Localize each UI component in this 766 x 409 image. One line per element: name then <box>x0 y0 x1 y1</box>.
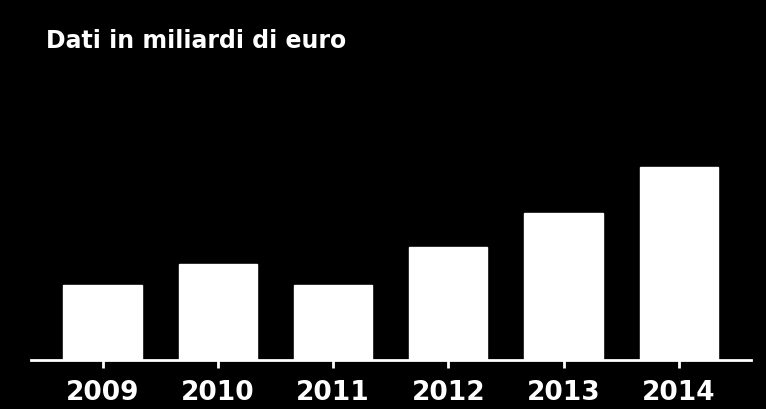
Bar <box>294 286 372 409</box>
Text: Dati in miliardi di euro: Dati in miliardi di euro <box>46 29 346 53</box>
Text: 936: 936 <box>535 218 593 246</box>
Bar <box>409 247 487 409</box>
Text: 882: 882 <box>188 269 247 297</box>
Text: 900: 900 <box>419 252 477 280</box>
Bar <box>178 264 257 409</box>
Text: 985: 985 <box>650 172 708 200</box>
Bar <box>640 167 718 409</box>
Text: 859: 859 <box>74 290 132 318</box>
Bar <box>64 286 142 409</box>
Bar <box>525 213 603 409</box>
Text: 859: 859 <box>304 290 362 318</box>
